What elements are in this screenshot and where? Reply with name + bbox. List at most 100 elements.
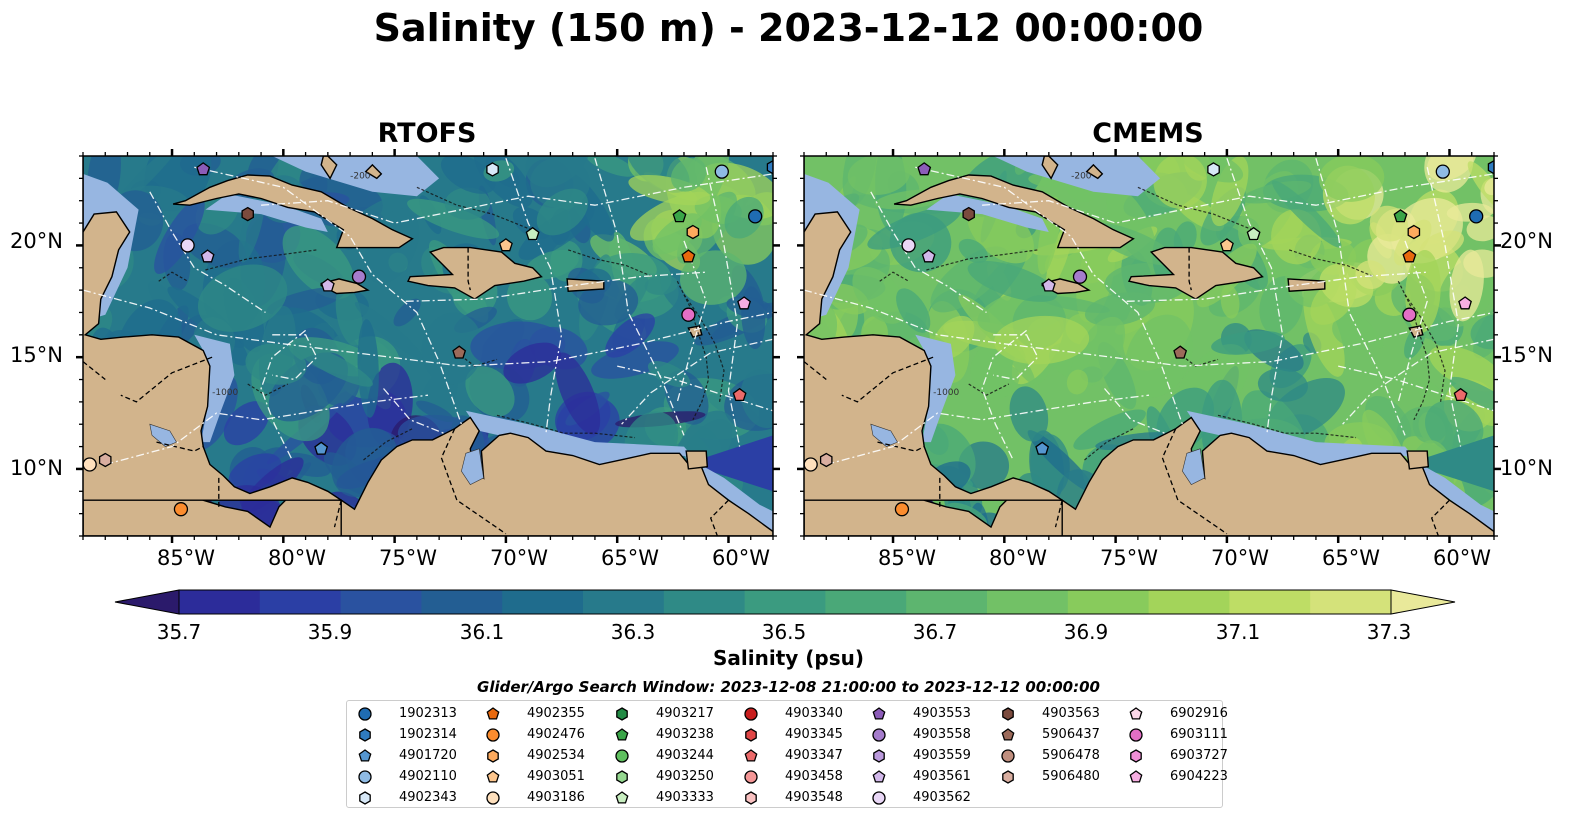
salinity-patch (591, 341, 679, 379)
legend-marker (359, 728, 371, 742)
eez-boundary (1226, 157, 1284, 434)
float-marker-4902110 (714, 164, 729, 179)
salinity-patch (1425, 399, 1484, 454)
eez-boundary (261, 173, 773, 224)
pentagon-marker-icon (615, 791, 629, 804)
y-tick-label: 10°N (1500, 456, 1553, 480)
legend-label: 6904223 (1170, 769, 1228, 784)
salinity-patch (1009, 386, 1049, 442)
colorbar-segment (179, 590, 261, 614)
country-border (333, 500, 342, 528)
country-border (467, 247, 471, 291)
float-marker-4903250 (783, 279, 794, 292)
lake-maracaibo (1182, 448, 1205, 485)
colorbar-segment (1229, 590, 1311, 614)
eez-boundary (1104, 388, 1165, 434)
salinity-patch (585, 156, 636, 177)
land-south-america (340, 416, 773, 536)
eez-boundary (1338, 365, 1494, 412)
salinity-patch (578, 279, 639, 326)
salinity-patch (354, 302, 423, 360)
colorbar-extend-high (1390, 589, 1456, 615)
eez-boundary (870, 191, 987, 314)
land-south-america (1061, 416, 1494, 536)
float-marker-4903345 (781, 196, 792, 209)
country-border (804, 361, 827, 381)
x-tick-label: 60°W (712, 546, 770, 570)
eez-boundary (982, 173, 1494, 224)
legend-label: 4903561 (913, 769, 971, 784)
salinity-patch (1414, 377, 1447, 407)
map-frame (803, 155, 1495, 537)
circle-marker-icon (744, 770, 758, 784)
salinity-patch (503, 342, 561, 384)
legend-marker (745, 728, 757, 742)
land-central-america-north (804, 156, 1065, 536)
salinity-patch (896, 288, 931, 333)
eez-boundary (1315, 158, 1406, 436)
country-border (156, 441, 204, 452)
land-puerto-rico (566, 278, 605, 292)
legend-label: 4902110 (399, 769, 457, 784)
float-marker-4902343 (486, 162, 499, 177)
legend-marker (745, 791, 757, 805)
shelf-bahamas (272, 156, 440, 197)
legend-marker (1001, 749, 1015, 763)
salinity-patch (292, 342, 373, 387)
legend-marker (615, 749, 629, 763)
land-hispaniola (406, 246, 543, 300)
colorbar-tick-label: 36.5 (761, 620, 807, 644)
eez-boundary (1426, 167, 1462, 447)
float-marker-4901720 (1035, 441, 1050, 455)
land-central-america-north (83, 156, 344, 536)
float-marker-4902476 (173, 502, 189, 517)
salinity-patch (182, 222, 246, 268)
float-marker-4902476 (894, 502, 910, 517)
hexagon-marker-icon (873, 749, 885, 763)
pentagon-marker-icon (1129, 707, 1143, 720)
eez-boundary (617, 365, 773, 412)
float-marker-4903561 (200, 249, 215, 263)
figure-title: Salinity (150 m) - 2023-12-12 00:00:00 (373, 6, 1204, 50)
float-marker-5906437 (452, 345, 467, 359)
salinity-patch (525, 156, 591, 188)
float-marker-4903558 (1072, 269, 1088, 284)
salinity-patch (978, 365, 1020, 401)
legend-marker (487, 749, 499, 763)
colorbar-tick-label: 37.3 (1366, 620, 1412, 644)
salinity-patch (671, 157, 707, 192)
colorbar-segment (744, 590, 826, 614)
salinity-patch (1124, 314, 1193, 398)
legend-label: 4903562 (913, 790, 971, 805)
x-tick-label: 85°W (878, 546, 936, 570)
float-marker-4903553 (196, 162, 211, 176)
legend-marker (615, 791, 629, 804)
legend-label: 4903333 (656, 790, 714, 805)
float-marker-4903238 (672, 209, 687, 223)
legend-label: 4902534 (527, 748, 585, 763)
search-window-caption: Glider/Argo Search Window: 2023-12-08 21… (477, 678, 1100, 696)
legend-label: 4903558 (913, 727, 971, 742)
float-marker-4903561 (1041, 278, 1056, 292)
legend-label: 4902343 (399, 790, 457, 805)
legend-marker (358, 707, 372, 721)
colorbar-tick-label: 35.9 (307, 620, 353, 644)
salinity-patch (605, 313, 655, 358)
colorbar-segment (825, 590, 907, 614)
pentagon-marker-icon (358, 749, 372, 762)
salinity-patch (1424, 156, 1474, 193)
salinity-patch (679, 250, 747, 305)
y-tick-label: 20°N (1500, 229, 1553, 253)
pentagon-marker-icon (872, 770, 886, 783)
legend-label: 5906480 (1042, 769, 1100, 784)
float-marker-4903051 (1219, 238, 1234, 252)
colorbar-tick-label: 37.1 (1215, 620, 1261, 644)
float-marker-1902314 (766, 159, 773, 175)
legend-label: 6903727 (1170, 748, 1228, 763)
legend-marker (486, 707, 500, 720)
shelf-mosquito-coast (194, 334, 235, 443)
land-cuba (172, 174, 414, 249)
float-marker-1902314 (1487, 159, 1494, 175)
float-marker-4902355 (681, 249, 696, 263)
pentagon-marker-icon (1001, 728, 1015, 741)
